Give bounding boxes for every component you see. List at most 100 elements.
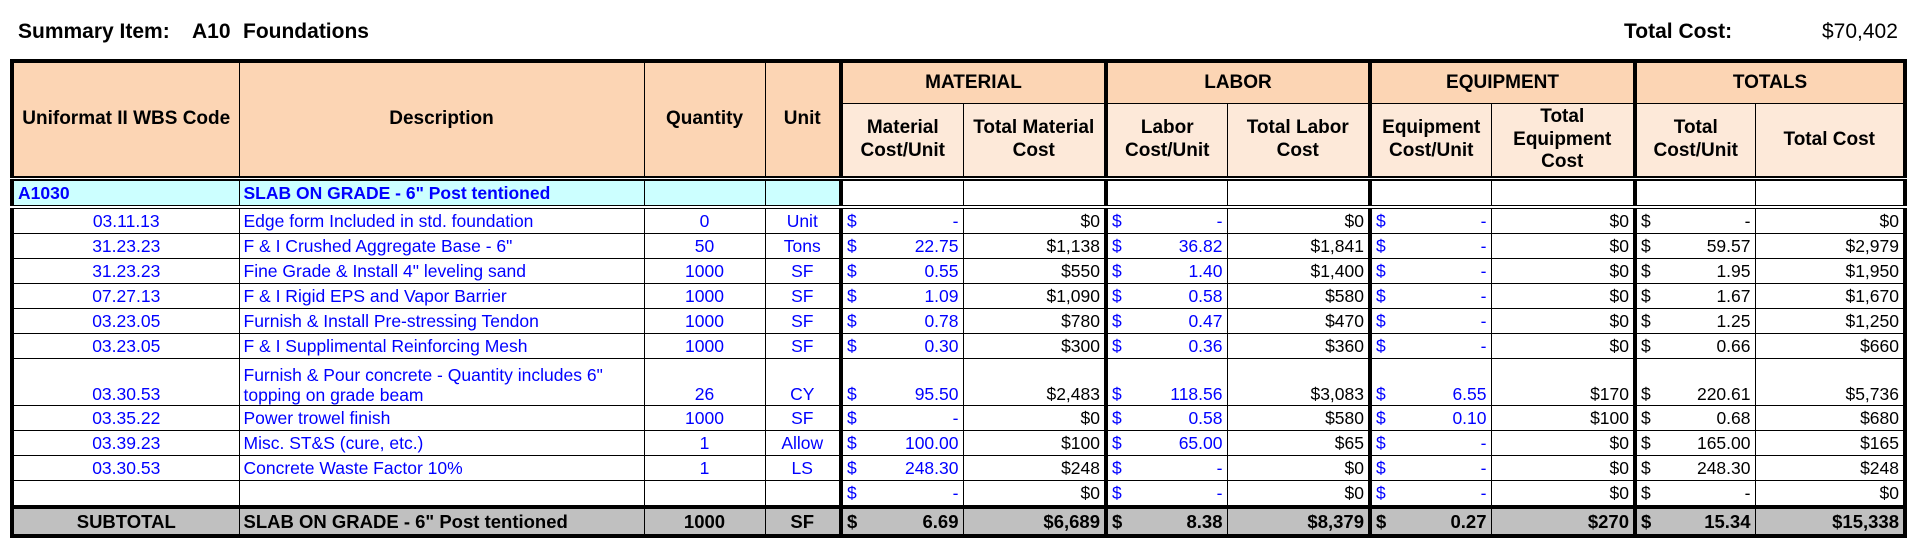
material-unit-cost: $ - bbox=[839, 480, 964, 508]
equipment-total: $0 bbox=[1490, 258, 1636, 284]
wbs-code: 31.23.23 bbox=[11, 233, 240, 259]
equipment-total: $270 bbox=[1490, 505, 1636, 537]
amount: 65.00 bbox=[1178, 432, 1223, 453]
quantity: 1000 bbox=[643, 283, 766, 309]
material-total: $300 bbox=[962, 333, 1107, 359]
currency: $0.27 bbox=[1376, 511, 1487, 533]
equipment-unit-cost: $ - bbox=[1368, 455, 1492, 481]
currency-sign: $ bbox=[1376, 384, 1386, 404]
currency-sign: $ bbox=[1641, 510, 1652, 532]
cell bbox=[1754, 178, 1906, 209]
column-header: Total Equipment Cost bbox=[1490, 103, 1636, 181]
total-cost: $1,670 bbox=[1754, 283, 1906, 309]
table-row: 03.30.53 Furnish & Pour concrete - Quanti… bbox=[11, 358, 1906, 406]
amount: 1.09 bbox=[924, 285, 959, 306]
material-unit-cost: $0.30 bbox=[839, 333, 964, 359]
equipment-unit-cost: $ - bbox=[1368, 480, 1492, 508]
total-unit-cost: $1.25 bbox=[1633, 308, 1756, 334]
material-total: $6,689 bbox=[962, 505, 1107, 537]
currency-sign: $ bbox=[1112, 482, 1122, 503]
table-row: 03.11.13 Edge form Included in std. found… bbox=[11, 206, 1906, 234]
material-total: $1,138 bbox=[962, 233, 1107, 259]
total-cost: $248 bbox=[1754, 455, 1906, 481]
labor-total: $0 bbox=[1226, 455, 1371, 481]
currency-sign: $ bbox=[1376, 310, 1386, 331]
labor-unit-cost: $ - bbox=[1104, 206, 1228, 234]
currency-sign: $ bbox=[1376, 210, 1386, 231]
currency: $15.34 bbox=[1641, 511, 1751, 533]
labor-total: $470 bbox=[1226, 308, 1371, 334]
currency: $ - bbox=[847, 483, 959, 504]
table-row: 03.23.05 F & I Supplimental Reinforcing M… bbox=[11, 333, 1906, 359]
summary-name: Foundations bbox=[243, 20, 369, 43]
equipment-total: $0 bbox=[1490, 430, 1636, 456]
equipment-unit-cost: $ - bbox=[1368, 333, 1492, 359]
description: Fine Grade & Install 4" leveling sand bbox=[238, 258, 645, 284]
total-cost: $2,979 bbox=[1754, 233, 1906, 259]
unit: Unit bbox=[764, 206, 842, 234]
currency: $248.30 bbox=[847, 458, 959, 479]
currency: $ - bbox=[1112, 483, 1223, 504]
currency-sign: $ bbox=[1112, 285, 1122, 306]
unit: LS bbox=[764, 455, 842, 481]
currency-sign: $ bbox=[1112, 235, 1122, 256]
currency-sign: $ bbox=[1641, 407, 1651, 428]
currency-sign: $ bbox=[1112, 407, 1122, 428]
equipment-unit-cost: $ - bbox=[1368, 206, 1492, 234]
quantity: 1000 bbox=[643, 333, 766, 359]
group-header: TOTALS bbox=[1633, 60, 1906, 104]
material-unit-cost: $ - bbox=[839, 206, 964, 234]
quantity: 1 bbox=[643, 430, 766, 456]
unit: SF bbox=[764, 308, 842, 334]
amount: - bbox=[952, 407, 959, 428]
currency: $36.82 bbox=[1112, 236, 1223, 257]
currency: $ - bbox=[1376, 261, 1487, 282]
cell bbox=[1368, 178, 1492, 209]
equipment-total: $0 bbox=[1490, 206, 1636, 234]
table-row: 31.23.23 F & I Crushed Aggregate Base - 6… bbox=[11, 233, 1906, 259]
labor-total: $360 bbox=[1226, 333, 1371, 359]
cell bbox=[1104, 178, 1228, 209]
amount: 0.36 bbox=[1188, 335, 1223, 356]
currency: $ - bbox=[1376, 433, 1487, 454]
currency: $100.00 bbox=[847, 433, 959, 454]
amount: 6.69 bbox=[922, 510, 959, 532]
description: Misc. ST&S (cure, etc.) bbox=[238, 430, 645, 456]
total-unit-cost: $ - bbox=[1633, 480, 1756, 508]
amount: 0.47 bbox=[1188, 310, 1223, 331]
total-label: Total Cost: bbox=[1624, 20, 1733, 43]
currency: $0.68 bbox=[1641, 408, 1751, 429]
amount: 95.50 bbox=[914, 384, 959, 404]
column-header: Equipment Cost/Unit bbox=[1368, 103, 1492, 181]
currency: $220.61 bbox=[1641, 384, 1751, 405]
amount: 0.78 bbox=[924, 310, 959, 331]
currency: $ - bbox=[1376, 211, 1487, 232]
wbs-code: 03.30.53 bbox=[11, 455, 240, 481]
material-total: $0 bbox=[962, 405, 1107, 431]
material-unit-cost: $22.75 bbox=[839, 233, 964, 259]
currency-sign: $ bbox=[1112, 384, 1122, 404]
material-unit-cost: $0.55 bbox=[839, 258, 964, 284]
total-cost: $1,250 bbox=[1754, 308, 1906, 334]
currency-sign: $ bbox=[847, 335, 857, 356]
labor-unit-cost: $1.40 bbox=[1104, 258, 1228, 284]
currency: $95.50 bbox=[847, 384, 959, 405]
labor-unit-cost: $0.58 bbox=[1104, 283, 1228, 309]
total-cost: $1,950 bbox=[1754, 258, 1906, 284]
column-header: Uniformat II WBS Code bbox=[11, 60, 240, 181]
table-row: 03.35.22 Power trowel finish 1000 SF $ - $0 $0.… bbox=[11, 405, 1906, 431]
currency-sign: $ bbox=[1376, 457, 1386, 478]
cell bbox=[1490, 178, 1636, 209]
amount: 118.56 bbox=[1170, 384, 1223, 404]
unit: SF bbox=[764, 505, 842, 537]
currency-sign: $ bbox=[1112, 210, 1122, 231]
amount: 1.25 bbox=[1716, 310, 1751, 331]
amount: 22.75 bbox=[914, 235, 959, 256]
currency: $ - bbox=[1641, 211, 1751, 232]
currency-sign: $ bbox=[1112, 310, 1122, 331]
equipment-total: $0 bbox=[1490, 480, 1636, 508]
column-header: Quantity bbox=[643, 60, 766, 181]
labor-total: $8,379 bbox=[1226, 505, 1371, 537]
currency-sign: $ bbox=[1641, 432, 1651, 453]
amount: 0.66 bbox=[1716, 335, 1751, 356]
